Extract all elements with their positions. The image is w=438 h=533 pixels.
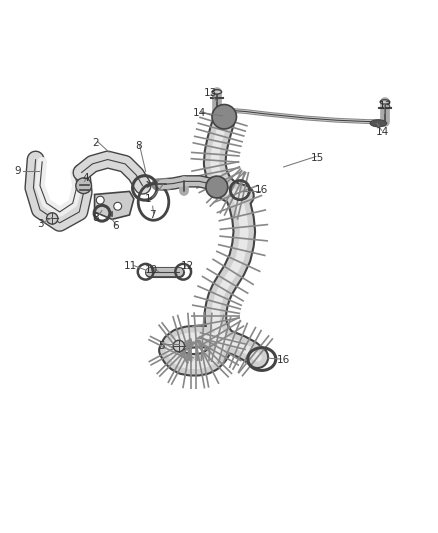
Text: 3: 3	[37, 219, 43, 229]
Circle shape	[173, 340, 184, 352]
Text: 1: 1	[145, 194, 152, 204]
Circle shape	[212, 104, 237, 129]
Text: 5: 5	[158, 341, 165, 351]
Text: 13: 13	[379, 101, 392, 111]
Ellipse shape	[380, 100, 390, 104]
Circle shape	[76, 178, 92, 193]
Text: 9: 9	[14, 166, 21, 176]
Text: 15: 15	[311, 153, 324, 163]
Circle shape	[114, 203, 122, 210]
Text: 14: 14	[193, 108, 206, 118]
Text: 14: 14	[376, 127, 389, 137]
Text: 16: 16	[255, 185, 268, 195]
Text: 4: 4	[82, 173, 89, 183]
Text: 8: 8	[135, 141, 141, 151]
Circle shape	[46, 213, 58, 224]
Text: 16: 16	[277, 356, 290, 365]
Text: 7: 7	[149, 210, 156, 220]
Circle shape	[96, 196, 104, 204]
Text: 12: 12	[181, 261, 194, 271]
Ellipse shape	[212, 90, 222, 94]
Text: 10: 10	[145, 265, 158, 275]
Text: 8: 8	[92, 213, 99, 223]
Text: 13: 13	[204, 88, 217, 98]
Polygon shape	[95, 191, 134, 220]
Circle shape	[206, 176, 228, 198]
Ellipse shape	[216, 111, 233, 118]
Text: 2: 2	[92, 139, 99, 148]
Ellipse shape	[370, 120, 387, 127]
Text: 11: 11	[124, 261, 138, 271]
Text: 6: 6	[112, 221, 118, 231]
